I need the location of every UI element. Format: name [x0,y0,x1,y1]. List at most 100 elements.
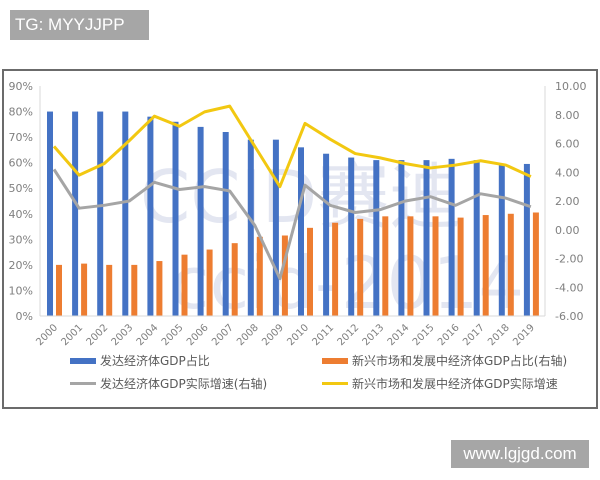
bottom-right-watermark: www.lgjgd.com [451,440,589,468]
bar [56,264,62,316]
bar [523,163,530,316]
legend-yellow-line-swatch [322,382,348,385]
right-axis-tick-label: 10.00 [555,80,587,93]
right-axis-tick-label: 8.00 [555,109,580,122]
right-axis-tick-label: 2.00 [555,195,580,208]
left-axis-tick-label: 80% [9,106,33,119]
legend-gray-line-swatch [70,382,96,385]
bar [197,126,204,316]
x-axis-tick-label: 2002 [85,322,111,348]
bar [423,160,430,316]
bar [147,116,154,317]
bar [307,227,313,316]
x-axis-tick-label: 2006 [185,322,211,348]
x-axis-tick-label: 2015 [411,322,437,348]
bar [247,139,254,316]
bar [181,254,188,316]
legend-label: 新兴市场和发展中经济体GDP占比(右轴) [352,354,568,368]
x-axis-tick-label: 2017 [461,322,487,348]
left-axis-tick-label: 60% [9,157,33,170]
x-axis-tick-label: 2008 [235,322,261,348]
right-axis-tick-label: -4.00 [555,281,583,294]
x-axis-tick-label: 2013 [361,322,387,348]
x-axis-tick-label: 2014 [386,322,412,348]
x-axis-tick-label: 2005 [160,322,186,348]
legend-item-developed-share: 发达经济体GDP占比 [70,352,210,369]
bar [131,264,138,316]
x-axis-tick-label: 2012 [336,322,362,348]
svg-text:ccid-2014: ccid-2014 [170,241,524,325]
x-axis-tick-label: 2004 [135,322,161,348]
bar [323,153,330,316]
bar [256,236,263,316]
bar [532,212,539,316]
bar [122,111,129,316]
x-axis-tick-label: 2010 [285,322,311,348]
bar [298,147,304,316]
left-axis-tick-label: 10% [9,284,33,297]
left-axis-tick-label: 30% [9,233,33,246]
bar-series [47,111,539,317]
bar [272,139,279,316]
bar [281,235,288,316]
bar [398,160,405,316]
bar [498,163,505,316]
legend-label: 发达经济体GDP实际增速(右轴) [100,377,268,391]
legend-item-emerging-growth: 新兴市场和发展中经济体GDP实际增速 [322,375,558,392]
x-axis-tick-label: 2000 [34,322,60,348]
right-axis-tick-label: -6.00 [555,310,583,323]
x-axis-tick-label: 2009 [260,322,286,348]
legend-blue-bar-swatch [70,357,96,364]
bar [482,215,489,316]
bar [357,218,364,316]
x-axis-tick-label: 2019 [511,322,537,348]
left-axis-tick-label: 40% [9,208,33,221]
x-axis-tick-label: 2001 [59,322,85,348]
bar [72,111,79,316]
bar [81,263,88,316]
bar [507,213,514,316]
right-axis-tick-label: 4.00 [555,166,580,179]
x-axis-tick-label: 2016 [436,322,462,348]
line-series-path [52,104,532,189]
right-y-axis: -6.00 -4.00 -2.00 0.00 2.00 4.00 6.00 8.00 10.00 [544,80,587,323]
bar [373,160,380,316]
right-axis-tick-label: 0.00 [555,224,580,237]
bar [206,249,213,316]
bar [332,222,339,316]
bar [457,217,464,316]
line-series-path [52,168,532,281]
bar [222,132,229,316]
bar [97,111,104,316]
x-axis-tick-label: 2018 [486,322,512,348]
line-series [52,104,532,281]
bar [448,158,455,316]
right-axis-tick-label: 6.00 [555,138,580,151]
bar [47,111,53,316]
bar [473,160,480,316]
bar [172,121,179,317]
legend-label: 新兴市场和发展中经济体GDP实际增速 [352,377,558,391]
left-axis-tick-label: 50% [9,182,33,195]
left-axis-tick-label: 70% [9,131,33,144]
bar [432,216,439,316]
legend-orange-bar-swatch [322,357,348,364]
legend-label: 发达经济体GDP占比 [100,354,210,368]
left-axis-tick-label: 20% [9,259,33,272]
bar [231,243,238,316]
left-y-axis: 0% 10% 20% 30% 40% 50% 60% 70% 80% 90% [9,80,41,323]
x-axis-tick-label: 2007 [210,322,236,348]
bar [382,216,389,316]
left-axis-tick-label: 90% [9,80,33,93]
right-axis-tick-label: -2.00 [555,253,583,266]
top-left-watermark: TG: MYYJJPP [10,10,149,40]
x-axis-tick-label: 2003 [110,322,136,348]
left-axis-tick-label: 0% [16,310,33,323]
x-axis-tick-label: 2011 [310,322,336,348]
bar [348,157,355,316]
bar [156,261,163,316]
bar [407,216,414,316]
bar [106,264,113,316]
legend-item-emerging-share: 新兴市场和发展中经济体GDP占比(右轴) [322,352,567,369]
